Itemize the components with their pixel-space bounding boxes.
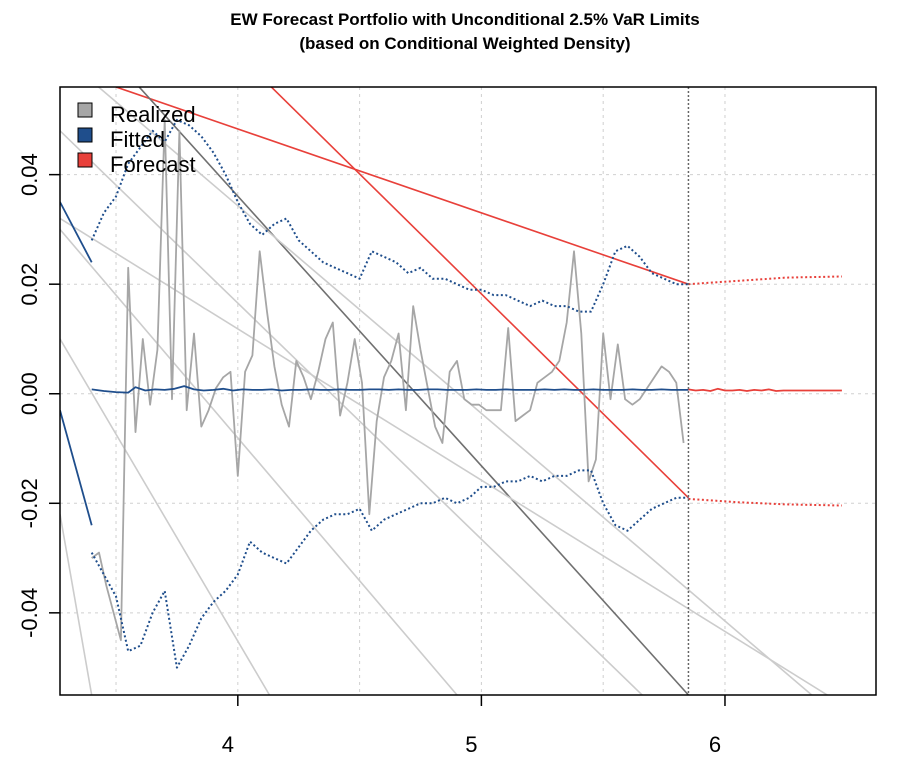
guide-line-1 — [270, 87, 690, 499]
plot-frame — [59, 86, 877, 696]
guide-line-6 — [60, 228, 458, 695]
guide-line-7 — [60, 338, 271, 695]
y-tick-label-4: 0.04 — [17, 153, 42, 196]
series-forecast — [688, 387, 842, 392]
guide-line-4 — [60, 217, 828, 695]
legend-label-fitted: Fitted — [110, 127, 165, 152]
y-tick-label-1: -0.02 — [17, 478, 42, 528]
guide-line-2 — [138, 87, 690, 695]
y-tick-label-0: -0.04 — [17, 588, 42, 638]
legend-label-realized: Realized — [110, 102, 196, 127]
x-tick-label-0: 4 — [222, 732, 234, 757]
var-guide-lines — [60, 87, 828, 695]
series-fitted — [91, 385, 689, 394]
series-fitted-start-lower — [60, 409, 93, 526]
series-fitted-start-upper — [60, 201, 93, 263]
legend-swatch-forecast — [77, 152, 93, 168]
series-fitted-var-upper — [90, 118, 689, 313]
legend-swatch-realized — [77, 102, 93, 118]
legend-swatch-fitted — [77, 127, 93, 143]
guide-line-0 — [115, 87, 689, 285]
legend-label-forecast: Forecast — [110, 152, 196, 177]
grid-lines — [60, 87, 876, 695]
x-tick-label-1: 5 — [465, 732, 477, 757]
y-tick-label-2: 0.00 — [17, 372, 42, 415]
x-tick-label-2: 6 — [709, 732, 721, 757]
x-axis: 4 5 6 — [222, 695, 726, 757]
series-group — [60, 118, 842, 669]
y-axis: -0.04 -0.02 0.00 0.02 0.04 — [17, 153, 60, 638]
series-forecast-var-lower — [688, 497, 842, 507]
guide-line-5 — [60, 130, 643, 695]
y-tick-label-3: 0.02 — [17, 263, 42, 306]
series-realized — [91, 119, 685, 642]
guide-line-8 — [60, 514, 93, 695]
chart-subtitle: (based on Conditional Weighted Density) — [299, 34, 630, 53]
series-forecast-var-upper — [688, 275, 842, 286]
chart-title: EW Forecast Portfolio with Unconditional… — [230, 10, 699, 29]
series-fitted-var-lower — [90, 469, 689, 669]
